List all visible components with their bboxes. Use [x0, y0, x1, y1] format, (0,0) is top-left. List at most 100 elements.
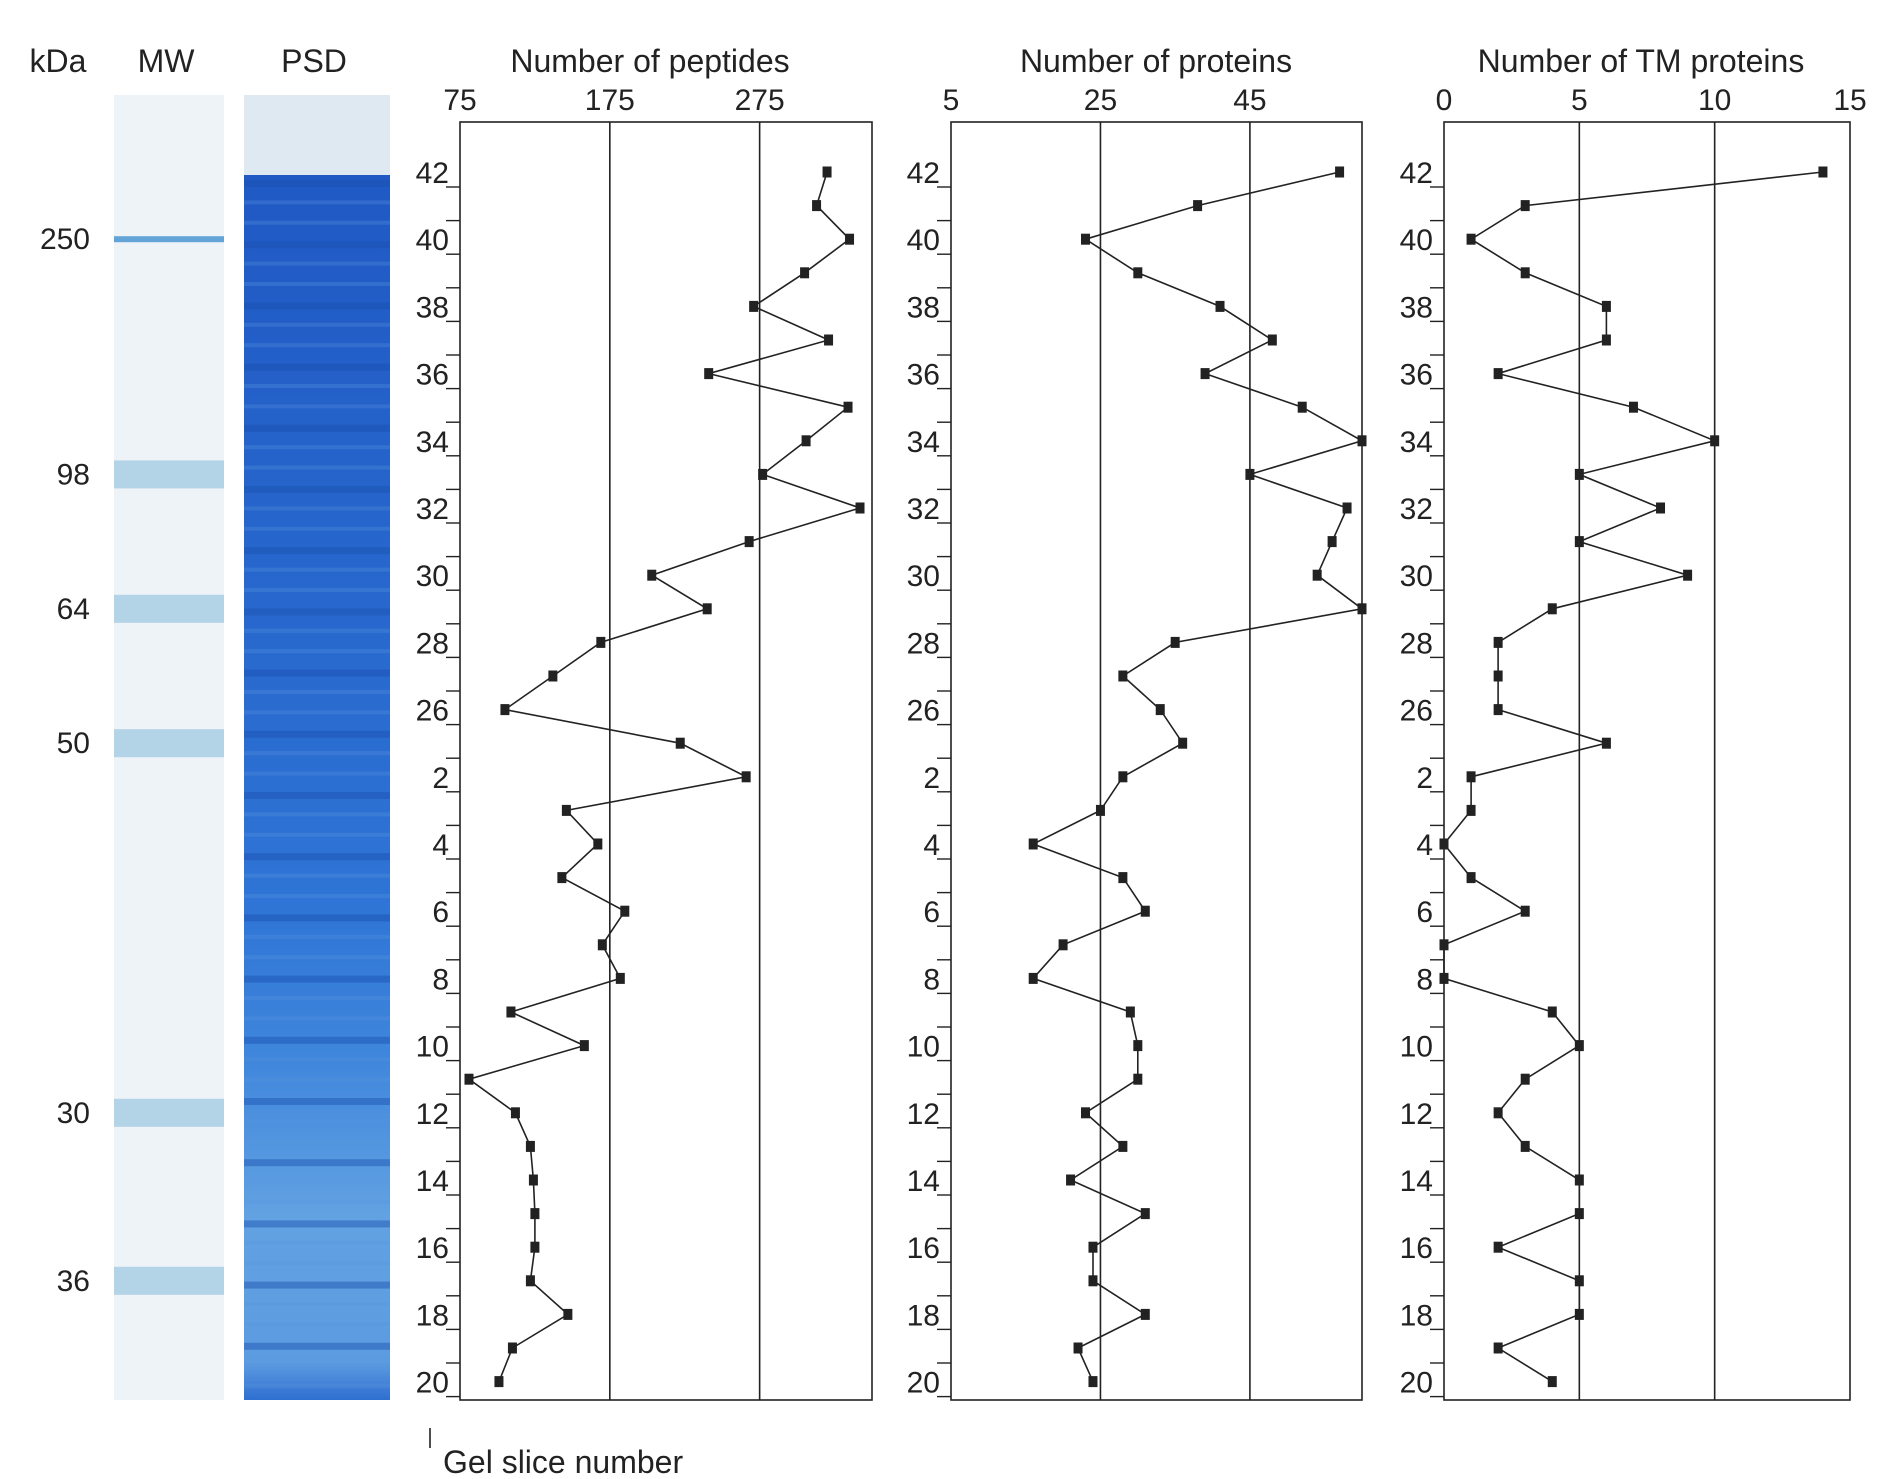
- psd-band: [244, 1200, 390, 1204]
- psd-band: [244, 1261, 390, 1266]
- mw-band: [114, 1098, 224, 1127]
- data-point: [758, 468, 768, 480]
- data-point: [801, 435, 811, 447]
- data-point: [1140, 1208, 1150, 1220]
- series-line: [1031, 171, 1365, 1382]
- x-tick-label: 5: [1571, 84, 1588, 117]
- data-point: [855, 502, 865, 514]
- data-point: [494, 1376, 504, 1388]
- x-tick-label: 5: [943, 84, 960, 117]
- series-line: [467, 171, 863, 1382]
- psd-lane: [244, 175, 390, 1400]
- slice-label: 12: [416, 1098, 449, 1131]
- peptides-title: Number of peptides: [510, 43, 789, 79]
- psd-band: [244, 873, 390, 878]
- data-point: [530, 1208, 540, 1220]
- data-point: [557, 872, 567, 884]
- data-point: [1574, 1174, 1584, 1186]
- psd-band: [244, 975, 390, 983]
- gel-image: 250 98 64 50 36 30: [40, 95, 390, 1400]
- slice-label: 20: [416, 1367, 449, 1400]
- data-point: [1493, 368, 1503, 380]
- data-point: [1439, 939, 1449, 951]
- plot-frame: [950, 121, 1363, 1401]
- slice-label: 26: [907, 695, 940, 728]
- data-point: [1574, 468, 1584, 480]
- slice-label: 28: [1400, 627, 1433, 660]
- slice-label: 8: [923, 963, 940, 996]
- psd-band: [244, 1057, 390, 1062]
- data-point: [675, 737, 685, 749]
- x-tick-label: 0: [1436, 84, 1453, 117]
- psd-band: [244, 710, 390, 715]
- kda-label: 50: [57, 727, 90, 760]
- psd-band: [244, 526, 390, 531]
- data-point: [824, 334, 834, 346]
- slice-label: 40: [416, 224, 449, 257]
- mw-band: [114, 460, 224, 489]
- slice-label: 8: [1416, 963, 1433, 996]
- data-point: [1574, 1040, 1584, 1052]
- data-point: [1601, 334, 1611, 346]
- psd-band: [244, 771, 390, 776]
- data-point: [615, 972, 625, 984]
- slice-label: 10: [1400, 1031, 1433, 1064]
- psd-band: [244, 996, 390, 1000]
- data-point: [744, 536, 754, 548]
- psd-band: [244, 384, 390, 388]
- data-point: [812, 200, 822, 212]
- slice-label: 16: [416, 1232, 449, 1265]
- psd-band: [244, 649, 390, 654]
- data-point: [1133, 1073, 1143, 1085]
- slice-label: 32: [907, 493, 940, 526]
- psd-band: [244, 1302, 390, 1306]
- plot-frame: [459, 121, 873, 1401]
- data-point: [1178, 737, 1188, 749]
- data-point: [1520, 1140, 1530, 1152]
- kda-label: 250: [40, 223, 90, 256]
- slice-label: 38: [1400, 291, 1433, 324]
- x-tick-label: 175: [585, 84, 635, 117]
- data-point: [1520, 905, 1530, 917]
- data-point: [1601, 737, 1611, 749]
- psd-band: [244, 220, 390, 225]
- data-point: [1327, 536, 1337, 548]
- slice-label: 42: [1400, 157, 1433, 190]
- data-point: [530, 1241, 540, 1253]
- data-point: [1493, 1342, 1503, 1354]
- slice-label: 28: [907, 627, 940, 660]
- x-tick-label: 15: [1833, 84, 1866, 117]
- data-point: [1683, 569, 1693, 581]
- data-point: [1547, 603, 1557, 615]
- data-point: [1095, 804, 1105, 816]
- data-point: [800, 267, 810, 279]
- data-point: [1574, 1308, 1584, 1320]
- slice-label: 34: [1400, 426, 1433, 459]
- data-point: [1357, 603, 1367, 615]
- slice-label: 36: [907, 359, 940, 392]
- slice-label: 14: [907, 1165, 940, 1198]
- psd-band: [244, 1179, 390, 1184]
- data-point: [1118, 670, 1128, 682]
- data-point: [1466, 771, 1476, 783]
- slice-label: 4: [1416, 829, 1433, 862]
- data-point: [1081, 233, 1091, 245]
- mw-band: [114, 594, 224, 623]
- psd-band: [244, 934, 390, 939]
- data-point: [1574, 536, 1584, 548]
- data-point: [1140, 905, 1150, 917]
- mw-band: [114, 236, 224, 243]
- psd-band: [244, 1159, 390, 1167]
- data-point: [1028, 838, 1038, 850]
- data-point: [1028, 972, 1038, 984]
- psd-band: [244, 445, 390, 450]
- data-point: [822, 166, 832, 178]
- slice-label: 6: [432, 896, 449, 929]
- data-point: [1133, 267, 1143, 279]
- slice-label: 40: [907, 224, 940, 257]
- psd-band: [244, 1016, 390, 1021]
- slice-label: 2: [1416, 762, 1433, 795]
- data-point: [1088, 1275, 1098, 1287]
- slice-label: 26: [1400, 695, 1433, 728]
